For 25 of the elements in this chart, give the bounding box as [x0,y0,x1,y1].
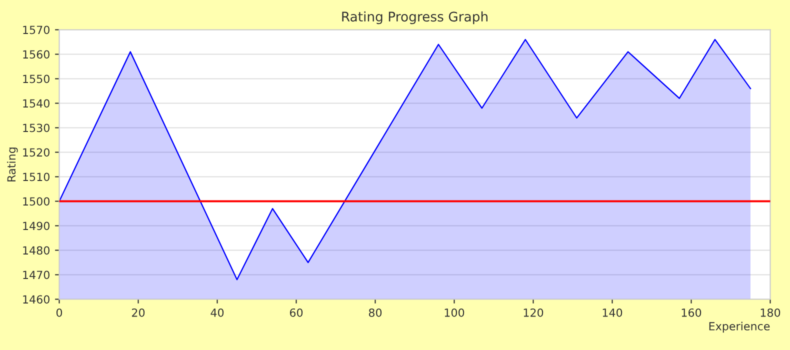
x-tick-label: 140 [602,308,622,317]
y-tick-label: 1480 [23,246,50,255]
x-tick-label: 120 [524,308,544,317]
x-tick-label: 180 [760,308,780,317]
chart-title: Rating Progress Graph [342,11,488,24]
x-tick-label: 40 [210,308,224,317]
y-tick-label: 1550 [23,74,50,84]
x-tick-label: 20 [132,308,145,317]
y-tick-label: 1470 [23,270,50,280]
y-axis-title: Rating [7,148,18,182]
y-tick-label: 1520 [23,148,50,157]
x-axis-title: Experience [709,322,770,333]
x-tick-label: 160 [682,308,702,317]
y-tick-label: 1530 [23,124,50,132]
y-tick-label: 1540 [23,99,50,108]
x-tick-label: 100 [444,308,464,317]
y-tick-label: 1570 [23,26,50,34]
x-tick-label: 80 [368,308,382,317]
y-tick-label: 1490 [23,222,50,230]
y-tick-label: 1510 [23,172,50,182]
y-tick-label: 1500 [23,197,50,206]
y-tick-label: 1460 [23,295,50,304]
y-tick-label: 1560 [23,50,50,59]
x-tick-label: 0 [56,308,62,317]
x-tick-label: 60 [290,308,303,317]
